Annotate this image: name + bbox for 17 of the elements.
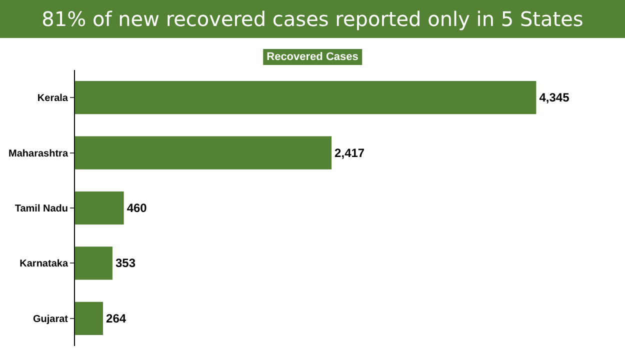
bar bbox=[75, 136, 332, 170]
data-label: 264 bbox=[106, 311, 126, 326]
bar bbox=[75, 302, 104, 335]
y-tick-label: Gujarat bbox=[32, 314, 69, 325]
bar bbox=[75, 81, 536, 114]
data-label: 4,345 bbox=[539, 90, 570, 105]
chart-subtitle: Recovered Cases bbox=[262, 49, 362, 65]
data-label: 2,417 bbox=[334, 146, 365, 160]
data-label: 460 bbox=[126, 201, 148, 215]
bar bbox=[75, 191, 124, 225]
y-tick-label: Tamil Nadu bbox=[14, 204, 68, 214]
y-tick-label: Karnataka bbox=[20, 258, 68, 270]
chart-title: 81% of new recovered cases reported only in 5 States bbox=[0, 0, 625, 38]
y-tick-label: Kerala bbox=[37, 93, 68, 104]
y-tick-label: Maharashtra bbox=[8, 148, 68, 160]
bar bbox=[75, 246, 112, 280]
data-label: 353 bbox=[115, 256, 136, 270]
